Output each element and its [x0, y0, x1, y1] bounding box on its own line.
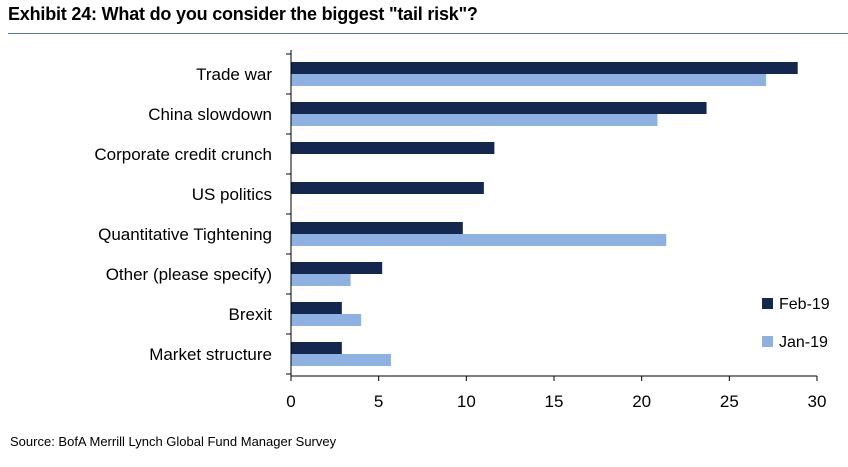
- bar-jan-19-0: [291, 74, 767, 86]
- legend-swatch-feb-19: [762, 298, 773, 309]
- bar-jan-19-1: [291, 114, 658, 126]
- bar-feb-19-7: [291, 342, 342, 354]
- category-label: US politics: [192, 185, 272, 204]
- bar-feb-19-5: [291, 262, 383, 274]
- bar-feb-19-0: [291, 62, 798, 74]
- bar-jan-19-5: [291, 274, 351, 286]
- legend-swatch-jan-19: [762, 336, 773, 347]
- x-tick-label: 15: [545, 392, 564, 411]
- axes-group: [286, 50, 818, 381]
- bar-jan-19-4: [291, 234, 667, 246]
- source-note: Source: BofA Merrill Lynch Global Fund M…: [10, 434, 337, 449]
- bar-feb-19-6: [291, 302, 342, 314]
- x-tick-label: 10: [457, 392, 476, 411]
- category-labels: Trade war China slowdown Corporate credit …: [94, 65, 272, 364]
- x-tick-label: 20: [632, 392, 651, 411]
- legend: Feb-19 Jan-19: [762, 296, 830, 351]
- bar-jan-19-7: [291, 354, 391, 366]
- tick-labels: 0 5 10 15 20 25 30: [286, 392, 826, 411]
- x-tick-label: 5: [374, 392, 383, 411]
- x-tick-label: 25: [720, 392, 739, 411]
- category-label: Market structure: [149, 345, 272, 364]
- bar-feb-19-2: [291, 142, 495, 154]
- x-tick-label: 0: [286, 392, 295, 411]
- x-tick-label: 30: [808, 392, 827, 411]
- legend-label: Jan-19: [779, 334, 828, 351]
- bar-jan-19-6: [291, 314, 362, 326]
- bar-feb-19-1: [291, 102, 707, 114]
- bars-group: [291, 62, 798, 366]
- chart-title: Exhibit 24: What do you consider the big…: [8, 4, 478, 24]
- category-label: Other (please specify): [106, 265, 272, 284]
- bar-feb-19-4: [291, 222, 463, 234]
- legend-label: Feb-19: [779, 296, 830, 313]
- category-label: Brexit: [229, 305, 273, 324]
- bar-feb-19-3: [291, 182, 484, 194]
- category-label: Corporate credit crunch: [94, 145, 272, 164]
- category-label: Quantitative Tightening: [98, 225, 272, 244]
- title-rule: [8, 33, 848, 34]
- category-label: China slowdown: [148, 105, 272, 124]
- category-label: Trade war: [196, 65, 272, 84]
